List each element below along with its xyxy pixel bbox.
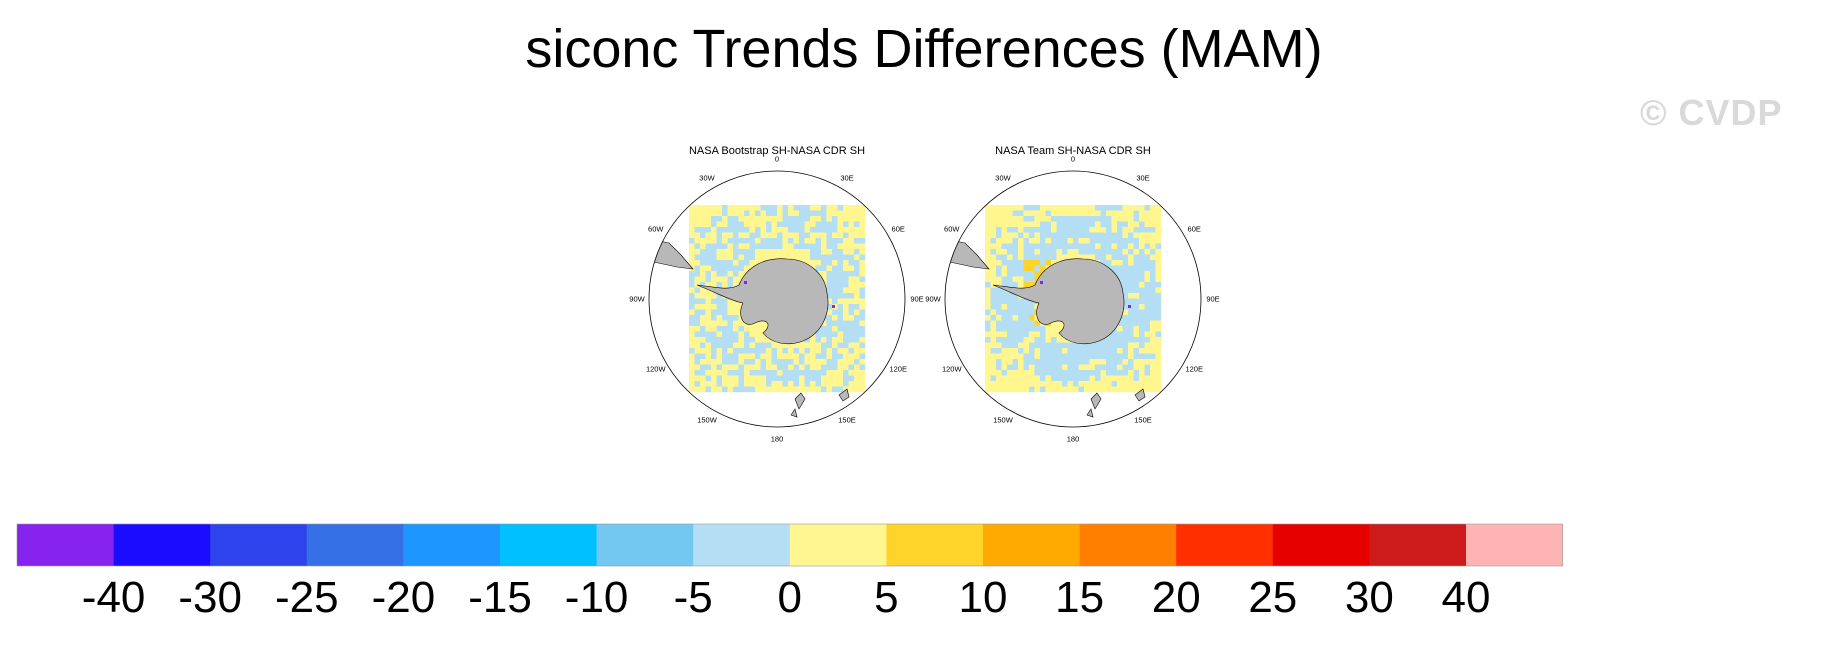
lon-tick-label: 60E xyxy=(1187,224,1201,234)
lon-tick-label: 150W xyxy=(697,415,717,425)
lon-tick-label: 90W xyxy=(925,294,941,304)
colorbar-tick-label: 30 xyxy=(1345,573,1394,622)
colorbar-bin xyxy=(306,524,404,566)
colorbar-tick-label: -20 xyxy=(372,573,436,622)
lon-tick-label: 30E xyxy=(840,173,854,183)
colorbar-tick-label: -40 xyxy=(82,573,146,622)
colorbar-tick-label: 25 xyxy=(1248,573,1297,622)
lon-tick-label: 120W xyxy=(941,364,962,374)
colorbar-bin xyxy=(1176,524,1274,566)
lon-tick-label: 60W xyxy=(944,224,960,234)
colorbar-tick-label: 20 xyxy=(1152,573,1201,622)
lon-tick-label: 30W xyxy=(995,173,1011,183)
lon-tick-label: 60W xyxy=(648,224,664,234)
lon-tick-label: 150E xyxy=(838,415,856,425)
lon-tick-label: 90E xyxy=(910,294,924,304)
lon-tick-label: 90W xyxy=(629,294,645,304)
colorbar-bin xyxy=(1272,524,1370,566)
colorbar-bin xyxy=(17,524,114,566)
colorbar-tick-label: 10 xyxy=(959,573,1008,622)
colorbar-bin xyxy=(886,524,984,566)
colorbar-tick-label: 0 xyxy=(778,573,802,622)
colorbar-bin xyxy=(500,524,597,566)
colorbar-tick-label: 40 xyxy=(1442,573,1491,622)
lon-tick-label: 120E xyxy=(889,364,907,374)
colorbar-bin xyxy=(596,524,694,566)
lon-tick-label: 120E xyxy=(1185,364,1203,374)
colorbar-bin xyxy=(789,524,887,566)
colorbar-bin xyxy=(1466,524,1563,566)
polar-map xyxy=(944,170,1202,428)
polar-map xyxy=(648,170,906,428)
lon-tick-label: 30W xyxy=(699,173,715,183)
colorbar-tick-label: 5 xyxy=(874,573,898,622)
lon-tick-label: 180 xyxy=(1066,434,1080,444)
lon-tick-label: 90E xyxy=(1206,294,1220,304)
lon-tick-label: 120W xyxy=(645,364,666,374)
colorbar-tick-label: -25 xyxy=(275,573,339,622)
colorbar-bin xyxy=(1369,524,1467,566)
watermark: © CVDP xyxy=(1640,92,1783,133)
lon-tick-label: 60E xyxy=(891,224,905,234)
chart-title: siconc Trends Differences (MAM) xyxy=(525,19,1323,79)
lon-tick-label: 30E xyxy=(1136,173,1150,183)
colorbar-bin xyxy=(403,524,501,566)
colorbar-tick-label: -10 xyxy=(565,573,629,622)
lon-tick-label: 150E xyxy=(1134,415,1152,425)
panel-2-title: NASA Team SH-NASA CDR SH xyxy=(995,145,1151,157)
colorbar-bin xyxy=(1079,524,1177,566)
lon-tick-label: 180 xyxy=(770,434,784,444)
colorbar-tick-label: -5 xyxy=(674,573,713,622)
lon-tick-label: 0 xyxy=(1070,154,1076,164)
colorbar-tick-label: -15 xyxy=(468,573,532,622)
colorbar-bin xyxy=(693,524,791,566)
colorbar-bin xyxy=(210,524,308,566)
colorbar-bin xyxy=(113,524,211,566)
colorbar-bin xyxy=(983,524,1080,566)
lon-tick-label: 0 xyxy=(774,154,780,164)
lon-tick-label: 150W xyxy=(993,415,1013,425)
panel-1-title: NASA Bootstrap SH-NASA CDR SH xyxy=(688,145,866,157)
colorbar-tick-label: -30 xyxy=(178,573,242,622)
colorbar-tick-label: 15 xyxy=(1055,573,1104,622)
